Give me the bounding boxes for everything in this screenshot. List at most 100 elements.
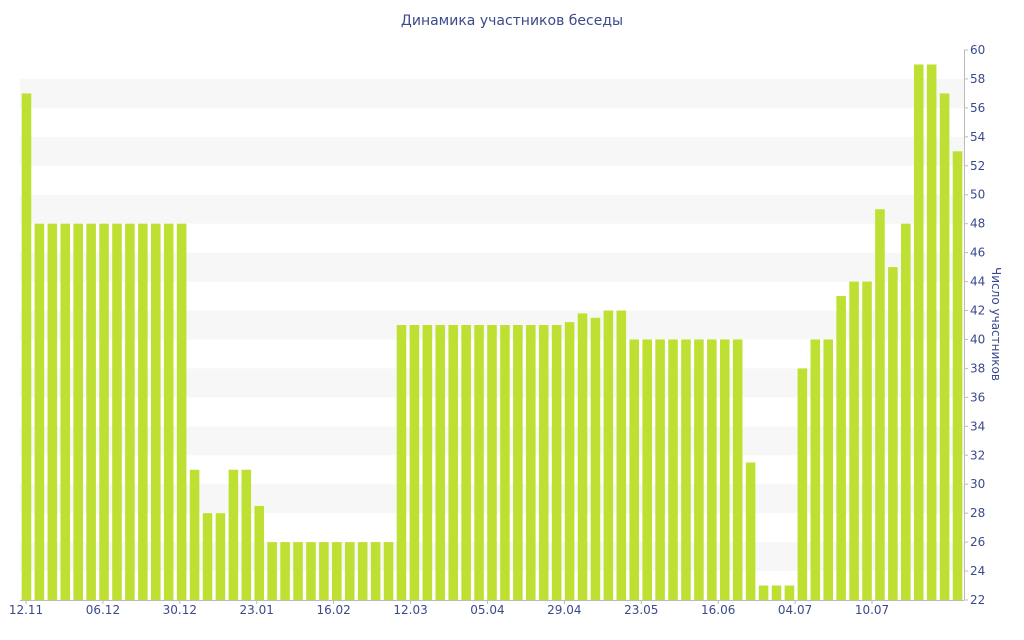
x-tick-label: 16.02	[316, 603, 350, 617]
x-tick-label: 06.12	[86, 603, 120, 617]
y-tick-label: 54	[970, 130, 985, 144]
bar	[86, 223, 96, 600]
y-tick-label: 38	[970, 361, 985, 375]
bar	[758, 585, 769, 600]
x-tick-label: 10.07	[855, 603, 889, 617]
bar	[694, 339, 704, 600]
bar	[590, 317, 601, 600]
bar	[745, 462, 756, 600]
bar	[551, 325, 562, 600]
grid-band	[20, 78, 964, 108]
bar	[241, 469, 252, 600]
bar	[176, 223, 187, 600]
bar	[34, 223, 45, 600]
x-tick-label: 30.12	[163, 603, 197, 617]
y-tick-label: 24	[970, 564, 985, 578]
bar	[474, 325, 484, 600]
bar	[810, 339, 821, 600]
bar	[642, 339, 652, 600]
bar	[603, 310, 614, 600]
chart-title: Динамика участников беседы	[400, 13, 624, 29]
bar	[862, 281, 872, 600]
bar	[616, 310, 627, 600]
bar	[267, 542, 277, 600]
bar	[629, 339, 640, 600]
y-tick-label: 30	[970, 477, 985, 491]
bar	[73, 223, 83, 600]
bar	[319, 542, 329, 600]
bar	[21, 93, 32, 600]
bar	[952, 151, 963, 600]
x-tick-label: 16.06	[701, 603, 735, 617]
bar	[939, 93, 950, 600]
y-tick-label: 60	[970, 43, 985, 57]
bar	[215, 513, 226, 600]
x-tick-label: 23.05	[624, 603, 658, 617]
bar	[60, 223, 71, 600]
bar	[163, 223, 174, 600]
bar	[888, 267, 898, 600]
x-tick-label: 04.07	[778, 603, 812, 617]
x-tick-label: 12.03	[393, 603, 427, 617]
y-tick-label: 40	[970, 332, 985, 346]
bar	[344, 542, 355, 600]
y-tick-label: 34	[970, 419, 985, 433]
y-tick-label: 26	[970, 535, 985, 549]
bar	[771, 585, 782, 600]
bar	[500, 325, 510, 600]
grid-band	[20, 136, 964, 166]
bar	[513, 325, 523, 600]
x-tick-label: 12.11	[9, 603, 43, 617]
bar	[564, 322, 575, 600]
bar	[189, 469, 200, 600]
x-tick-label: 29.04	[547, 603, 581, 617]
y-tick-label: 50	[970, 188, 985, 202]
y-tick-label: 32	[970, 448, 985, 462]
bar	[293, 542, 303, 600]
y-axis-ticks: 22 24 26 28 30 32 34 36 38 40 42 44 46 48 50 52 54 56 58 60	[964, 43, 985, 607]
bar	[655, 339, 665, 600]
y-tick-label: 36	[970, 390, 985, 404]
bar	[112, 223, 122, 600]
bar	[797, 368, 808, 600]
bar	[681, 339, 691, 600]
bar	[461, 325, 471, 600]
bar	[538, 325, 549, 600]
bar-series	[21, 64, 963, 601]
bar	[150, 223, 161, 600]
bar	[202, 513, 213, 600]
bar	[732, 339, 743, 600]
y-tick-label: 52	[970, 159, 985, 173]
bar	[125, 223, 135, 600]
bar	[409, 325, 420, 600]
bar	[280, 542, 290, 600]
bar	[849, 281, 859, 600]
bar	[332, 542, 342, 600]
x-tick-label: 05.04	[470, 603, 504, 617]
bar	[396, 325, 407, 600]
bar	[435, 325, 446, 600]
bar	[577, 313, 588, 600]
bar	[926, 64, 937, 600]
bar	[913, 64, 924, 600]
bar	[138, 223, 148, 600]
bar	[875, 209, 885, 601]
bar	[901, 223, 911, 600]
y-tick-label: 42	[970, 304, 985, 318]
bar	[422, 325, 433, 600]
bar	[228, 469, 239, 600]
bar	[823, 339, 834, 600]
bar	[99, 223, 109, 600]
bar	[448, 325, 458, 600]
y-tick-label: 44	[970, 275, 985, 289]
bar	[47, 223, 58, 600]
bar	[707, 339, 717, 600]
x-axis-ticks: 12.11 06.12 30.12 23.01 16.02 12.03 05.04 29.04…	[9, 600, 889, 617]
bar	[526, 325, 536, 600]
y-tick-label: 28	[970, 506, 985, 520]
bar	[357, 542, 368, 600]
bar	[487, 325, 497, 600]
y-tick-label: 46	[970, 246, 985, 260]
